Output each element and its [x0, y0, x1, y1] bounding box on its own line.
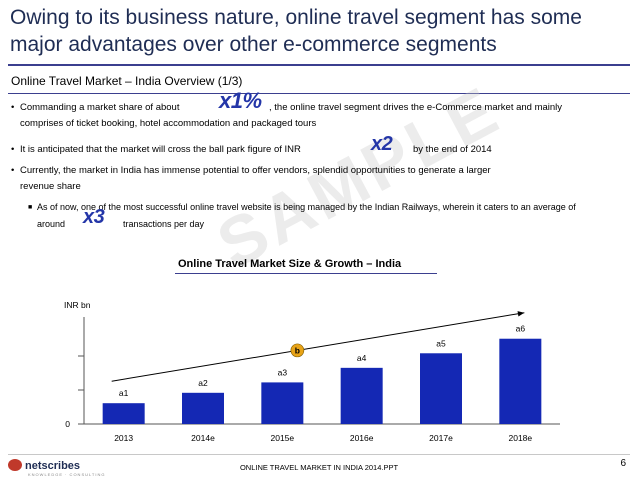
- bar: [182, 392, 224, 424]
- bar-data-label: a6: [516, 324, 526, 334]
- bullet-text: comprises of ticket booking, hotel accom…: [20, 118, 317, 129]
- footer-document-title: ONLINE TRAVEL MARKET IN INDIA 2014.PPT: [239, 463, 399, 472]
- growth-arrow-line: [111, 312, 525, 382]
- x-tick-label: 2014e: [191, 433, 215, 443]
- bar-data-label: a2: [198, 378, 208, 388]
- bar: [420, 353, 462, 424]
- bar-data-label: a1: [119, 388, 129, 398]
- growth-arrow-head-icon: [517, 311, 525, 317]
- x-tick-label: 2018e: [509, 433, 533, 443]
- subtitle-divider: [8, 93, 630, 94]
- title-divider: [8, 64, 630, 66]
- page-number: 6: [620, 458, 626, 469]
- multiplier-badge: x3: [83, 206, 105, 228]
- bullet-text: , the online travel segment drives the e…: [269, 102, 563, 113]
- bullet-dot-icon: •: [11, 102, 15, 113]
- bar-data-label: a4: [357, 353, 367, 363]
- bullet-text: revenue share: [20, 181, 81, 192]
- x-tick-label: 2015e: [271, 433, 295, 443]
- bar-data-label: a3: [278, 367, 288, 377]
- bullet-dot-icon: •: [11, 165, 15, 176]
- logo-mark-icon: [8, 459, 22, 471]
- bullet-text: around: [37, 219, 66, 229]
- bullet-text: transactions per day: [123, 219, 205, 229]
- x-tick-label: 2017e: [429, 433, 453, 443]
- bullet-text: by the end of 2014: [413, 144, 492, 155]
- bullet-text: Commanding a market share of about: [20, 102, 180, 113]
- multiplier-badge: x2: [371, 133, 393, 155]
- footer-divider: [8, 454, 630, 455]
- bar-data-label: a5: [436, 338, 446, 348]
- chart-title: Online Travel Market Size & Growth – Ind…: [178, 258, 402, 270]
- y-axis-label: INR bn: [64, 300, 91, 310]
- bar: [340, 367, 383, 424]
- slide-title: Owing to its business nature, online tra…: [10, 6, 582, 56]
- section-subtitle: Online Travel Market – India Overview (1…: [11, 74, 243, 88]
- growth-rate-badge: [290, 343, 305, 358]
- bullet-text: Currently, the market in India has immen…: [20, 165, 491, 176]
- bullet-text: It is anticipated that the market will c…: [20, 144, 301, 155]
- square-bullet-icon: ■: [28, 204, 33, 211]
- x-tick-label: 2016e: [350, 433, 374, 443]
- multiplier-badge: x1%: [219, 88, 262, 113]
- x-tick-label: 2013: [114, 433, 133, 443]
- y-tick-label: 0: [65, 419, 70, 429]
- bar: [102, 403, 145, 424]
- bullet-dot-icon: •: [11, 144, 15, 155]
- bar: [499, 338, 542, 424]
- bullet-text: As of now, one of the most successful on…: [37, 202, 576, 212]
- growth-rate-label: b: [295, 345, 300, 355]
- netscribes-logo: netscribes: [8, 459, 80, 472]
- bar: [261, 382, 304, 424]
- chart-title-underline: [175, 273, 437, 274]
- logo-tagline: KNOWLEDGE · CONSULTING: [28, 472, 106, 477]
